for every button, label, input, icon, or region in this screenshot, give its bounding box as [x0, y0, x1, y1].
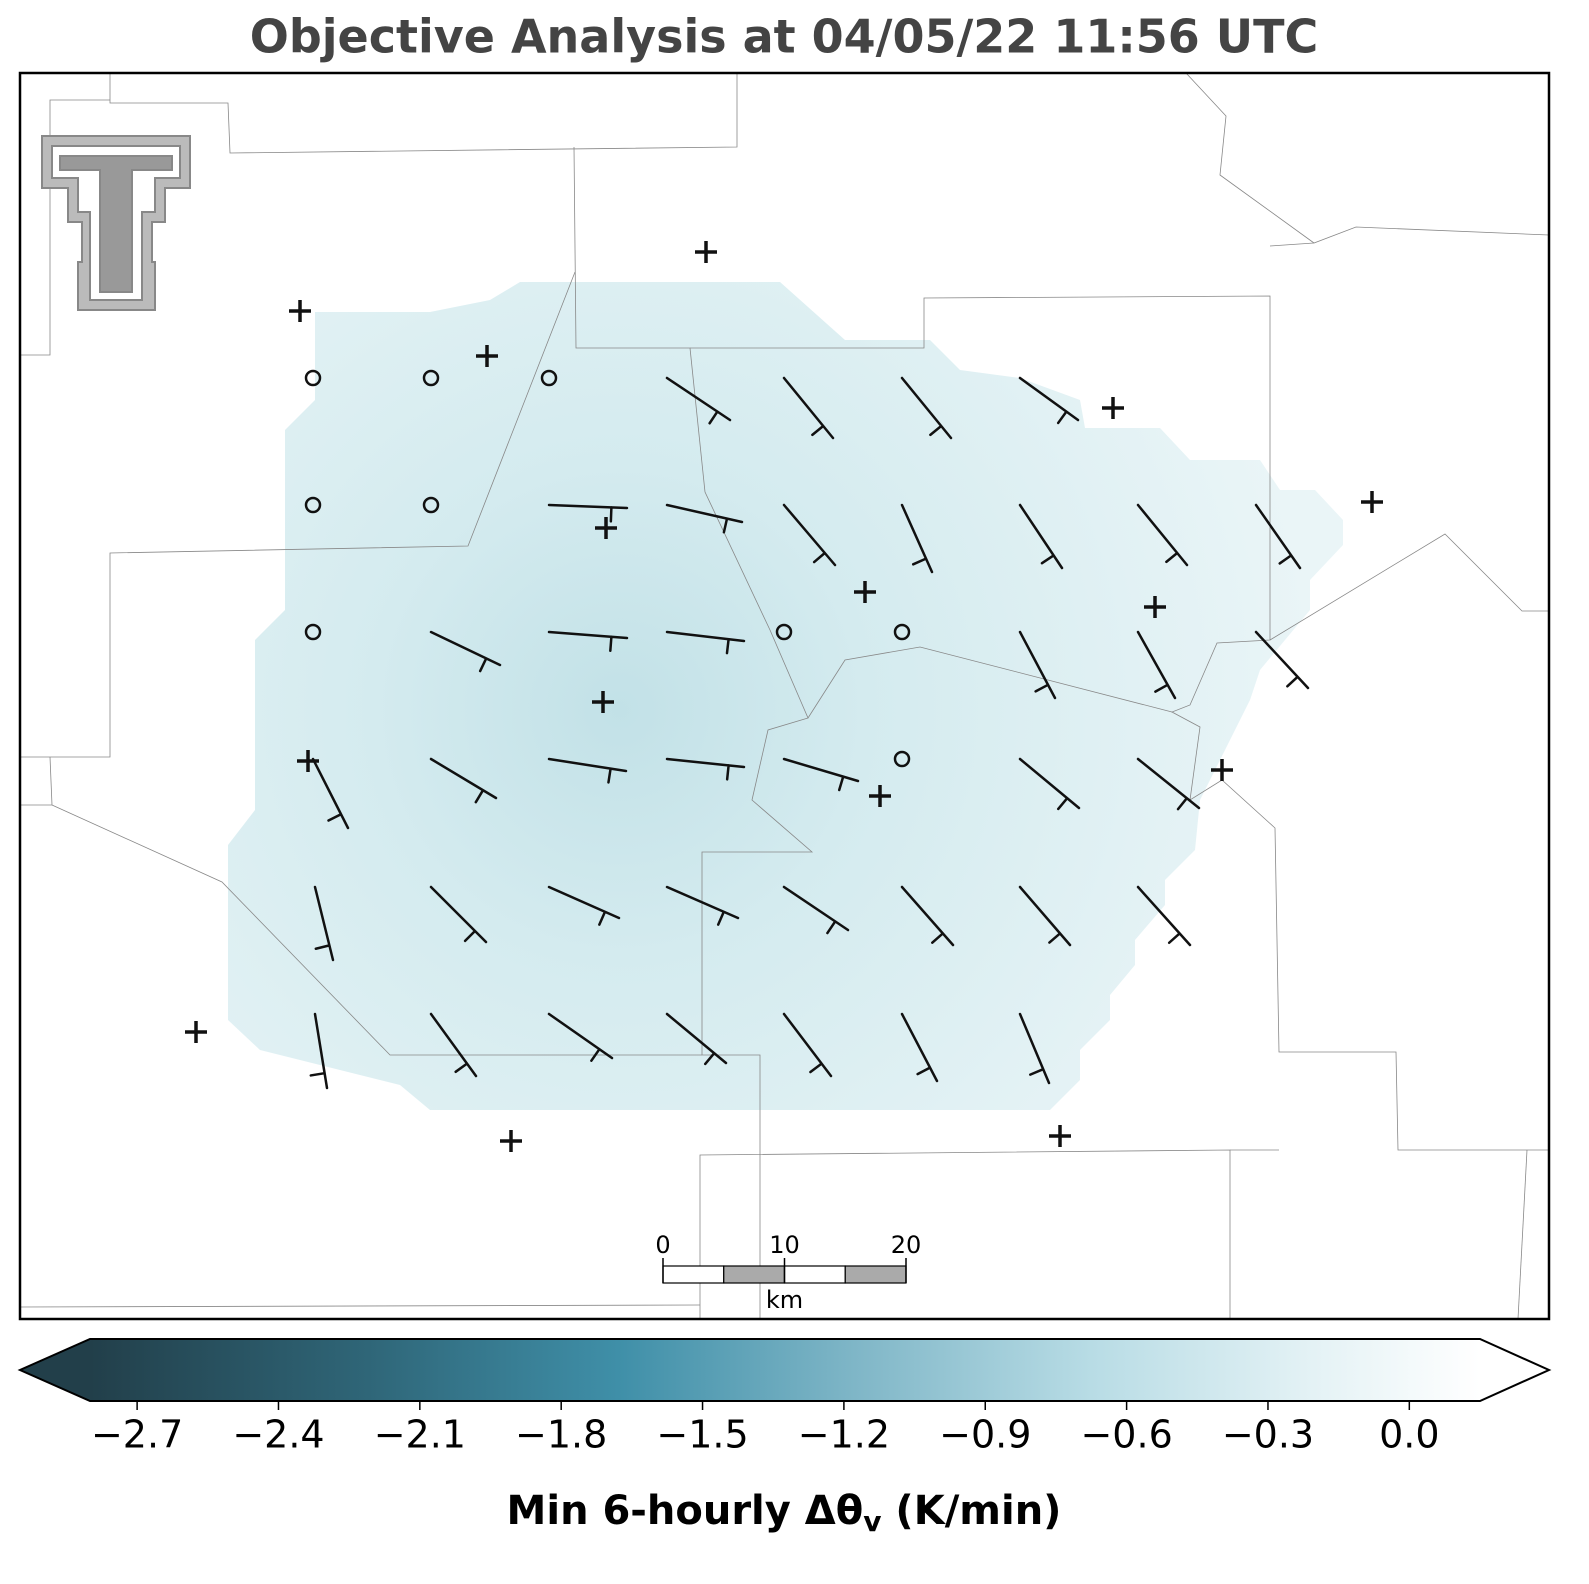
wind-barb	[547, 503, 629, 523]
missing-station	[1361, 491, 1383, 513]
colorbar-tick-label: −0.3	[1222, 1413, 1314, 1457]
logo	[41, 135, 191, 311]
missing-station	[695, 241, 717, 263]
label-part: (K/min)	[881, 1488, 1061, 1534]
colorbar-outline	[17, 1338, 1552, 1402]
missing-station	[1102, 397, 1124, 419]
wind-barb	[547, 1012, 614, 1062]
wind-barb	[1136, 503, 1189, 567]
scale-bar: 0 10 20 km	[655, 1231, 921, 1314]
calm-station	[304, 369, 322, 387]
scale-segment	[662, 1265, 725, 1284]
wind-barb	[665, 757, 746, 781]
colorbar-tick-label: −2.1	[374, 1413, 466, 1457]
colorbar-label: Min 6-hourly Δθv (K/min)	[507, 1488, 1062, 1538]
wind-barb	[900, 1012, 939, 1083]
missing-station	[289, 300, 311, 322]
missing-station	[854, 581, 876, 603]
colorbar: −2.7 −2.4 −2.1 −1.8 −1.5 −1.2 −0.9 −0.6 −0.3 0.0	[17, 1338, 1552, 1457]
missing-station	[1211, 759, 1233, 781]
wind-barb	[782, 757, 860, 792]
wind-barb	[1018, 757, 1081, 811]
missing-station	[1049, 1125, 1071, 1147]
wind-barb	[1136, 885, 1192, 947]
colorbar-extend-low	[20, 1339, 90, 1401]
calm-station	[893, 750, 911, 768]
chart-title: Objective Analysis at 04/05/22 11:56 UTC	[250, 10, 1319, 64]
wind-barb	[782, 376, 835, 440]
wind-barb	[429, 1012, 478, 1078]
scale-label: 10	[769, 1231, 800, 1259]
wind-barb	[665, 503, 744, 534]
wind-barb	[313, 885, 335, 962]
colorbar-tick-label: −0.9	[939, 1413, 1031, 1457]
missing-station	[1144, 596, 1166, 618]
wind-barb	[900, 885, 955, 947]
map-frame	[18, 71, 1551, 1321]
wind-barb	[1136, 757, 1201, 811]
missing-station	[869, 785, 891, 807]
colorbar-tick-label: −2.7	[91, 1413, 183, 1457]
wind-barb	[782, 1012, 833, 1078]
wind-barb	[1018, 885, 1072, 947]
missing-station	[476, 345, 498, 367]
wind-barb	[782, 885, 850, 935]
calm-station	[422, 496, 440, 514]
calm-station	[893, 623, 911, 641]
wind-barb	[311, 757, 350, 830]
wind-barb	[665, 630, 746, 655]
wind-barb	[309, 1012, 329, 1090]
scale-segment	[723, 1265, 786, 1284]
missing-station	[592, 691, 614, 713]
wind-barb	[900, 503, 934, 574]
wind-barb	[429, 757, 498, 804]
scale-segment	[783, 1265, 846, 1284]
scale-unit: km	[766, 1286, 803, 1314]
wind-barb	[1018, 503, 1064, 570]
stations	[185, 241, 1383, 1152]
colorbar-tick-label: −2.4	[232, 1413, 324, 1457]
wind-barb	[1018, 376, 1080, 425]
wind-barb	[429, 630, 502, 673]
calm-station	[304, 623, 322, 641]
wind-barb	[1254, 503, 1302, 570]
colorbar-tick-label: −1.8	[515, 1413, 607, 1457]
wind-barb	[1018, 1012, 1051, 1085]
calm-station	[422, 369, 440, 387]
analysis-field	[228, 282, 1343, 1110]
scale-label: 20	[891, 1231, 922, 1259]
colorbar-tick-label: −1.2	[798, 1413, 890, 1457]
wind-barb	[547, 885, 621, 926]
calm-station	[775, 623, 793, 641]
scale-segment	[844, 1265, 907, 1284]
calm-station	[304, 496, 322, 514]
missing-station	[185, 1021, 207, 1043]
wind-barb	[1136, 630, 1177, 700]
missing-station	[595, 517, 617, 539]
wind-barb	[429, 885, 488, 944]
calm-station	[540, 369, 558, 387]
wind-barb	[665, 376, 732, 425]
wind-barb	[1018, 630, 1057, 700]
missing-station	[500, 1130, 522, 1152]
map: 0 10 20 km	[18, 71, 1551, 1321]
wind-barb	[1254, 630, 1310, 690]
wind-barb	[547, 630, 629, 653]
scale-label: 0	[655, 1231, 670, 1259]
county-lines	[19, 72, 1550, 1320]
colorbar-tick-label: −1.5	[656, 1413, 748, 1457]
wind-barb	[665, 885, 740, 926]
colorbar-fill	[90, 1339, 1480, 1401]
wind-barb	[547, 757, 628, 784]
colorbar-tick-label: 0.0	[1379, 1413, 1439, 1457]
label-subscript: v	[863, 1505, 881, 1538]
colorbar-extend-high	[1480, 1339, 1549, 1401]
colorbar-tick-label: −0.6	[1080, 1413, 1172, 1457]
label-part: Min 6-hourly Δθ	[507, 1488, 864, 1534]
wind-barb	[665, 1012, 728, 1066]
wind-barb	[782, 503, 837, 567]
wind-barb	[900, 376, 953, 440]
